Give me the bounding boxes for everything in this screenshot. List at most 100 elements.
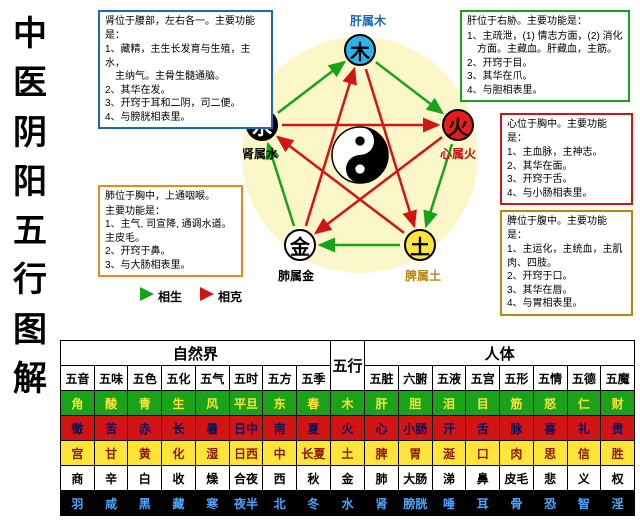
table-cell: 中 bbox=[263, 441, 297, 466]
element-caption-metal: 肺属金 bbox=[278, 267, 314, 284]
info-panel: 肺位于胸中，上通咽喉。主要功能是：1、主气, 司宣降, 通调水道。主皮毛。2、开… bbox=[98, 185, 243, 277]
table-cell: 礼 bbox=[567, 416, 601, 441]
sub-header: 五色 bbox=[128, 366, 162, 391]
correspondence-table: 自然界五行人体五音五味五色五化五气五时五方五季五脏六腑五液五宫五形五情五德五魔角… bbox=[60, 340, 635, 516]
table-cell: 北 bbox=[263, 491, 297, 516]
panel-line: 1、藏精，主生长发育与生殖，主水， bbox=[105, 43, 266, 70]
element-caption-water: 肾属水 bbox=[242, 145, 278, 162]
panel-line: 3、开窍于舌。 bbox=[507, 173, 626, 187]
element-caption-wood: 肝属木 bbox=[350, 12, 386, 29]
table-cell: 胃 bbox=[398, 441, 432, 466]
sub-header: 五方 bbox=[263, 366, 297, 391]
panel-line: 2、开窍于口。 bbox=[507, 270, 626, 284]
panel-line: 4、与小肠相表里。 bbox=[507, 187, 626, 201]
title-char: 中 bbox=[13, 10, 47, 59]
panel-line: 3、其华在唇。 bbox=[507, 284, 626, 298]
table-cell: 泪 bbox=[432, 391, 466, 416]
table-cell: 财 bbox=[601, 391, 635, 416]
table-cell: 赤 bbox=[128, 416, 162, 441]
sub-header: 五音 bbox=[61, 366, 95, 391]
table-cell: 义 bbox=[567, 466, 601, 491]
sub-header: 五形 bbox=[500, 366, 534, 391]
table-cell: 贵 bbox=[601, 416, 635, 441]
table-cell: 商 bbox=[61, 466, 95, 491]
table-cell: 冬 bbox=[297, 491, 331, 516]
panel-line: 4、与胃相表里。 bbox=[507, 297, 626, 311]
title-char: 行 bbox=[13, 256, 47, 305]
table-cell: 悲 bbox=[533, 466, 567, 491]
table-cell: 智 bbox=[567, 491, 601, 516]
sub-header: 五液 bbox=[432, 366, 466, 391]
table-cell: 目 bbox=[466, 391, 500, 416]
table-cell: 怒 bbox=[533, 391, 567, 416]
panel-header: 肾位于腰部，左右各一。主要功能是： bbox=[105, 15, 266, 42]
table-cell: 火 bbox=[330, 416, 364, 441]
sub-header: 五时 bbox=[229, 366, 263, 391]
panel-header: 心位于胸中。主要功能是： bbox=[507, 118, 626, 145]
table-cell: 南 bbox=[263, 416, 297, 441]
table-cell: 春 bbox=[297, 391, 331, 416]
table-cell: 金 bbox=[330, 466, 364, 491]
table-cell: 骨 bbox=[500, 491, 534, 516]
panel-line: 1、主疏泄，(1) 情志方面，(2) 消化 bbox=[467, 30, 623, 44]
panel-line: 3、与大肠相表里。 bbox=[105, 259, 236, 273]
sub-header: 五气 bbox=[195, 366, 229, 391]
table-cell: 口 bbox=[466, 441, 500, 466]
title-char: 解 bbox=[13, 355, 47, 404]
element-node-earth: 土 bbox=[404, 229, 436, 261]
panel-line: 2、其华在面。 bbox=[507, 160, 626, 174]
table-cell: 肉 bbox=[500, 441, 534, 466]
table-cell: 收 bbox=[162, 466, 196, 491]
table-row: 商辛白收燥合夜西秋金肺大肠涕鼻皮毛悲义权 bbox=[61, 466, 635, 491]
table-cell: 羽 bbox=[61, 491, 95, 516]
info-panel: 肾位于腰部，左右各一。主要功能是：1、藏精，主生长发育与生殖，主水， 主纳气。主… bbox=[98, 10, 273, 129]
group-header: 自然界 bbox=[61, 341, 331, 366]
title-char: 阴 bbox=[13, 109, 47, 158]
table-cell: 脉 bbox=[500, 416, 534, 441]
panel-line: 2、其华在发。 bbox=[105, 84, 266, 98]
table-cell: 西 bbox=[263, 466, 297, 491]
element-node-fire: 火 bbox=[442, 109, 474, 141]
sub-header: 五宫 bbox=[466, 366, 500, 391]
panel-line: 4、与胆相表里。 bbox=[467, 84, 623, 98]
table-cell: 酸 bbox=[94, 391, 128, 416]
panel-line: 2、开窍于鼻。 bbox=[105, 245, 236, 259]
table-cell: 筋 bbox=[500, 391, 534, 416]
table-cell: 淫 bbox=[601, 491, 635, 516]
table-cell: 黑 bbox=[128, 491, 162, 516]
panel-header: 脾位于腹中。主要功能是： bbox=[507, 215, 626, 242]
table-row: 宫甘黄化湿日西中长夏土脾胃涎口肉思信胜 bbox=[61, 441, 635, 466]
table-cell: 苦 bbox=[94, 416, 128, 441]
table-cell: 长夏 bbox=[297, 441, 331, 466]
table-cell: 藏 bbox=[162, 491, 196, 516]
table-cell: 舌 bbox=[466, 416, 500, 441]
title-char: 医 bbox=[13, 59, 47, 108]
info-panel: 脾位于腹中。主要功能是：1、主运化，主统血，主肌肉、四肢。2、开窍于口。3、其华… bbox=[500, 210, 633, 316]
table-cell: 仁 bbox=[567, 391, 601, 416]
table-cell: 唾 bbox=[432, 491, 466, 516]
sub-header: 五味 bbox=[94, 366, 128, 391]
table-cell: 鼻 bbox=[466, 466, 500, 491]
table-cell: 夜半 bbox=[229, 491, 263, 516]
group-header: 人体 bbox=[365, 341, 635, 366]
info-panel: 心位于胸中。主要功能是：1、主血脉，主神志。2、其华在面。3、开窍于舌。4、与小… bbox=[500, 113, 633, 205]
title-char: 阳 bbox=[13, 158, 47, 207]
panel-line: 方面。主藏血。肝藏血，主筋。 bbox=[467, 43, 623, 57]
table-cell: 寒 bbox=[195, 491, 229, 516]
panel-line: 2、开窍于目。 bbox=[467, 57, 623, 71]
table-cell: 夏 bbox=[297, 416, 331, 441]
table-cell: 信 bbox=[567, 441, 601, 466]
table-cell: 宫 bbox=[61, 441, 95, 466]
five-elements-diagram: 木肝属木火心属火土脾属土金肺属金水肾属水肾位于腰部，左右各一。主要功能是：1、藏… bbox=[60, 5, 635, 335]
table-cell: 土 bbox=[330, 441, 364, 466]
table-cell: 汗 bbox=[432, 416, 466, 441]
table-cell: 长 bbox=[162, 416, 196, 441]
table-cell: 日中 bbox=[229, 416, 263, 441]
table-cell: 肺 bbox=[365, 466, 399, 491]
panel-header: 肺位于胸中，上通咽喉。 bbox=[105, 190, 236, 204]
sub-header: 五情 bbox=[533, 366, 567, 391]
table-cell: 角 bbox=[61, 391, 95, 416]
table-cell: 涎 bbox=[432, 441, 466, 466]
table-cell: 咸 bbox=[94, 491, 128, 516]
table-cell: 小肠 bbox=[398, 416, 432, 441]
